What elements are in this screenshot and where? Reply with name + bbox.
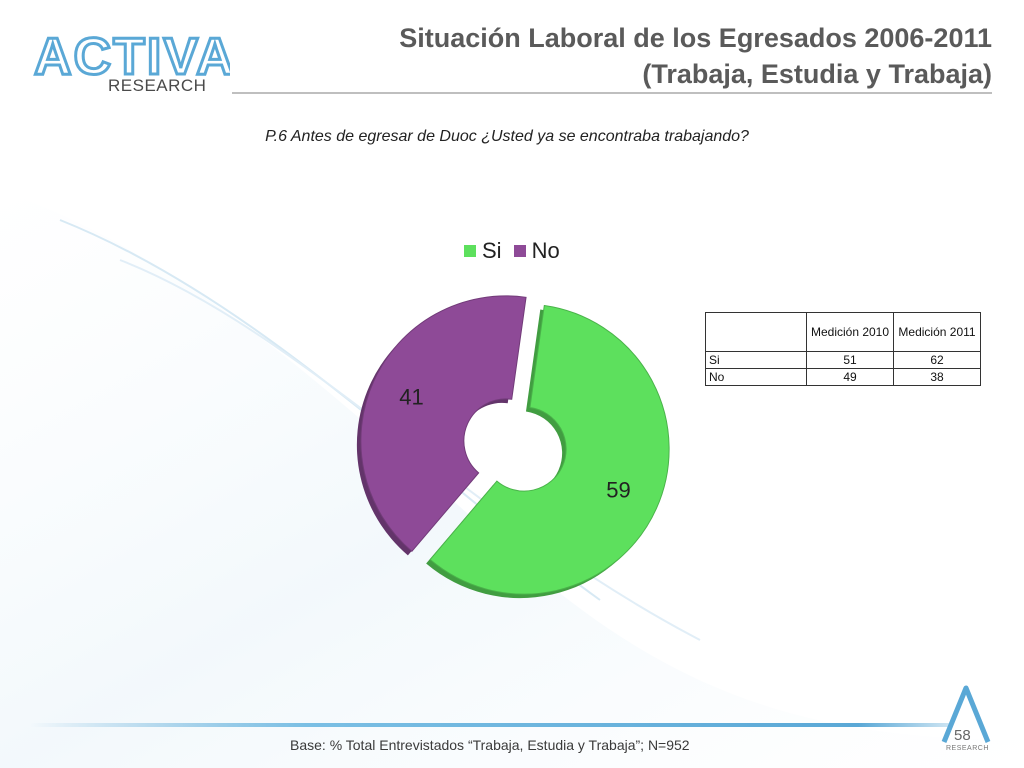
donut-chart: 59 41 [356,295,670,599]
donut-slice-si [429,304,670,595]
page-number: 58 [954,727,971,744]
question-text: P.6 Antes de egresar de Duoc ¿Usted ya s… [265,128,749,145]
footer-base-note: Base: % Total Entrevistados “Trabaja, Es… [290,737,690,753]
legend-label-si: Si [482,238,502,263]
table-cell: 49 [806,368,894,386]
page-title: Situación Laboral de los Egresados 2006-… [399,20,992,92]
table-header-row: Medición 2010 Medición 2011 [705,312,981,352]
title-line-1: Situación Laboral de los Egresados 2006-… [399,23,992,53]
table-row-label: Si [705,351,807,369]
logo-main-text: ACTIVA [34,28,230,86]
table-row: No 49 38 [705,368,981,386]
logo-subtitle: RESEARCH [108,76,207,95]
chart-legend: Si No [464,238,572,264]
data-label-no: 41 [399,384,423,409]
table-row: Si 51 62 [705,351,981,369]
legend-item-si: Si [464,238,502,264]
title-line-2: (Trabaja, Estudia y Trabaja) [642,59,992,89]
table-header-2010: Medición 2010 [806,312,894,352]
donut-slice-no [360,295,527,553]
legend-label-no: No [531,238,560,263]
title-divider [232,92,992,94]
data-table: Medición 2010 Medición 2011 Si 51 62 No … [705,312,981,386]
footer-divider [30,723,950,727]
footer-logo-icon [941,685,991,743]
table-cell: 62 [893,351,981,369]
table-row-label: No [705,368,807,386]
data-label-si: 59 [606,477,630,502]
table-header-2011: Medición 2011 [893,312,981,352]
logo-mark: ACTIVA [33,27,231,88]
legend-item-no: No [513,238,560,264]
footer-logo-subtitle: RESEARCH [946,745,989,752]
table-cell: 38 [893,368,981,386]
table-cell: 51 [806,351,894,369]
legend-swatch-no [513,245,526,257]
table-header-blank [705,312,807,352]
legend-swatch-si [464,245,476,257]
